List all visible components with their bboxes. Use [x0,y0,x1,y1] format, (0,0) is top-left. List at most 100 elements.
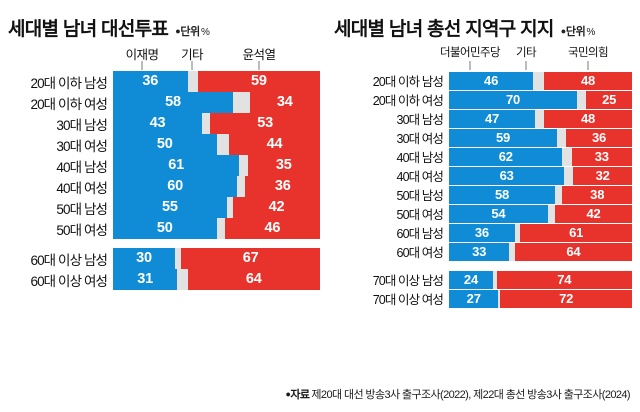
left-stacked-bar: 60 36 [113,176,320,197]
legend-tick-icon-red [258,61,260,70]
bullet-icon: ● [175,26,181,36]
right-bar-value: 74 [557,272,572,287]
source-footnote: ●자료 제20대 대선 방송3사 출구조사(2022), 제22대 총선 방송3사… [0,386,631,402]
right-bar-segment-blue: 33 [449,242,510,261]
right-bar-value: 24 [463,272,478,287]
right-bar-segment-blue: 36 [449,223,515,242]
left-legend: 이재명 기타 윤석열 [6,41,320,71]
right-row-label: 40대 여성 [396,170,444,184]
left-row-label: 60대 이상 여성 [30,273,107,289]
right-bar-value: 59 [495,130,511,145]
left-bar-segment-blue: 50 [113,218,217,239]
right-bar-value: 36 [474,225,489,240]
right-row-label: 20대 이하 남성 [372,75,444,89]
right-row-label: 50대 남성 [396,189,444,203]
table-row: 40대 여성 60 36 [6,176,320,197]
right-bar-value: 46 [484,73,499,88]
right-bar-value: 25 [602,92,617,107]
left-bar-segment-gray [226,197,234,218]
right-legend: 더불어민주당 기타 국민의힘 [320,41,632,71]
right-bar-value: 64 [566,244,581,259]
table-row: 20대 이하 남성 36 59 [6,71,320,92]
right-bar-segment-red: 36 [566,128,632,147]
bullet-icon: ● [285,389,291,399]
left-bar-segment-gray [239,155,248,176]
right-row-label: 70대 이상 남성 [372,274,444,288]
right-bar-segment-gray [556,128,567,147]
left-bar-value: 36 [274,178,291,195]
left-stacked-bar: 50 44 [113,134,320,155]
right-stacked-bar: 63 32 [449,166,632,185]
left-bar-segment-gray [233,92,250,113]
right-bar-value: 63 [499,168,514,183]
left-stacked-bar: 61 35 [113,155,320,176]
left-bar-value: 59 [251,73,267,90]
right-bar-segment-red: 48 [544,109,632,128]
right-row-label: 50대 여성 [396,208,444,222]
table-row: 50대 남성 55 42 [6,197,320,218]
left-bar-value: 46 [264,220,281,237]
left-bar-segment-blue: 60 [113,176,238,197]
left-bar-segment-blue: 36 [113,71,188,92]
left-bar-segment-gray [177,269,188,290]
legend-item-yoon-sukyeol: 윤석열 [242,48,276,62]
left-bar-segment-blue: 50 [113,134,217,155]
left-bar-value: 42 [268,199,285,216]
left-bar-segment-gray [202,113,211,134]
left-unit-symbol: % [200,27,210,38]
left-row-label: 30대 여성 [56,138,108,154]
right-row-label: 40대 남성 [396,151,444,165]
right-row-label: 30대 여성 [396,132,444,146]
right-bar-segment-blue: 47 [449,109,535,128]
bullet-icon: ● [560,26,566,36]
right-bar-value: 36 [592,130,607,145]
left-bar-value: 36 [142,73,159,90]
right-chart-title: 세대별 남녀 총선 지역구 지지 [334,19,554,40]
left-row-label: 60대 이상 남성 [30,252,107,268]
right-bar-value: 58 [495,187,510,202]
table-row: 40대 남성 61 35 [6,155,320,176]
right-row-label: 70대 이상 여성 [372,293,444,307]
legend-tick-icon-red [587,61,589,70]
right-bar-value: 70 [506,92,521,107]
right-stacked-bar: 33 64 [449,242,632,261]
right-bar-segment-gray [555,185,563,204]
right-bar-segment-red: 72 [500,289,632,308]
left-title-row: 세대별 남녀 대선투표 ●단위% [6,0,320,41]
right-bar-value: 38 [590,187,605,202]
right-bar-segment-gray [535,109,545,128]
left-bar-segment-red: 64 [187,269,320,290]
left-stacked-bar: 55 42 [113,197,320,218]
right-stacked-bar: 36 61 [449,223,632,242]
panels-container: 세대별 남녀 대선투표 ●단위% 이재명 기타 윤석열 20대 이하 남성 36 5… [6,0,632,308]
left-chart-rows: 20대 이하 남성 36 59 20대 이하 여성 58 34 30대 남성 43 53 30대 … [6,71,320,290]
right-bar-segment-gray [498,289,501,308]
left-bar-segment-blue: 55 [113,197,227,218]
right-bar-segment-gray [492,270,497,289]
left-bar-value: 55 [162,199,178,216]
table-row: 50대 여성 54 42 [320,204,632,223]
right-bar-segment-gray [514,223,521,242]
legend-item-democratic-party: 더불어민주당 [440,47,500,59]
right-bar-segment-blue: 58 [449,185,556,204]
left-bar-value: 44 [266,136,283,153]
left-stacked-bar: 36 59 [113,71,320,92]
legend-item-lee-jaemyung: 이재명 [125,48,159,62]
right-bar-segment-red: 33 [571,147,632,166]
right-bar-segment-gray [509,242,515,261]
right-bar-value: 54 [491,206,506,221]
source-text: 제20대 대선 방송3사 출구조사(2022), 제22대 총선 방송3사 출구… [311,389,630,401]
right-bar-segment-gray [547,204,556,223]
left-stacked-bar: 43 53 [113,113,320,134]
table-row: 70대 이상 남성 24 74 [320,270,632,289]
legend-tick-icon-blue [469,61,471,70]
table-row: 20대 이하 여성 58 34 [6,92,320,113]
right-chart-rows: 20대 이하 남성 46 48 20대 이하 여성 70 25 30대 남성 47 48 30대 … [320,71,632,308]
table-row: 50대 여성 50 46 [6,218,320,239]
right-bar-value: 33 [594,149,609,164]
right-bar-segment-red: 64 [514,242,632,261]
right-bar-segment-red: 42 [555,204,632,223]
right-stacked-bar: 59 36 [449,128,632,147]
left-bar-value: 50 [156,220,173,237]
